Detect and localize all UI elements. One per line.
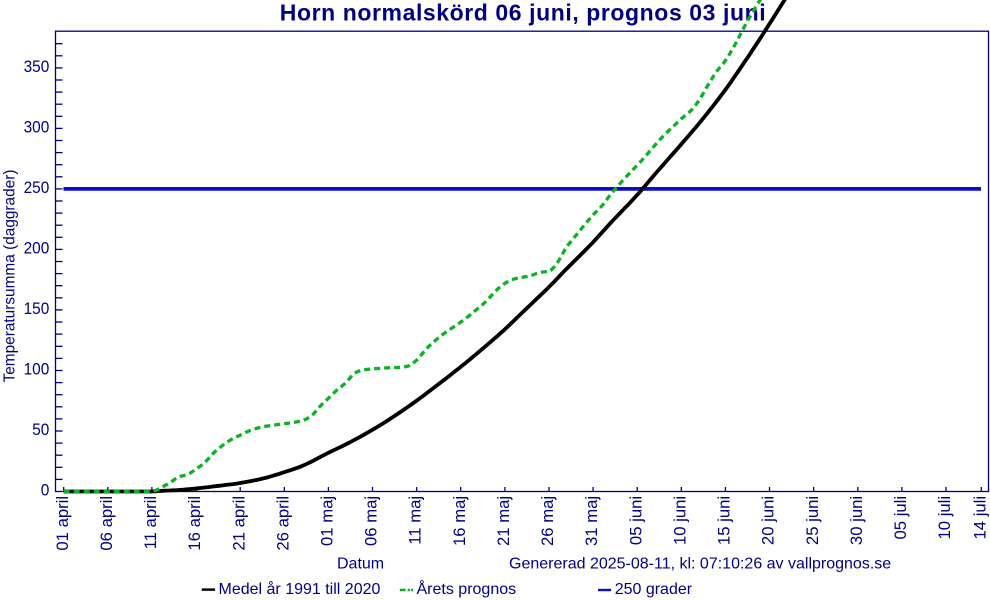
svg-text:15 juni: 15 juni: [715, 496, 734, 545]
svg-text:06 maj: 06 maj: [362, 496, 381, 546]
svg-text:05 juli: 05 juli: [891, 496, 910, 540]
svg-text:250 grader: 250 grader: [615, 581, 693, 598]
svg-text:Horn normalskörd 06 juni, prog: Horn normalskörd 06 juni, prognos 03 jun…: [280, 0, 766, 26]
svg-text:200: 200: [24, 239, 50, 257]
svg-text:14 juli: 14 juli: [970, 496, 989, 540]
svg-text:250: 250: [24, 179, 50, 197]
svg-text:26 april: 26 april: [273, 496, 292, 551]
svg-text:25 juni: 25 juni: [803, 496, 822, 545]
svg-text:300: 300: [24, 118, 50, 136]
svg-text:Temperatursumma (daggrader): Temperatursumma (daggrader): [2, 170, 19, 383]
svg-text:Årets prognos: Årets prognos: [417, 579, 517, 598]
svg-text:05 juni: 05 juni: [626, 496, 645, 545]
svg-text:31 maj: 31 maj: [582, 496, 601, 546]
svg-text:01 maj: 01 maj: [318, 496, 337, 546]
svg-text:10 juni: 10 juni: [670, 496, 689, 545]
svg-text:21 maj: 21 maj: [494, 496, 513, 546]
svg-text:100: 100: [24, 360, 50, 378]
svg-text:20 juni: 20 juni: [759, 496, 778, 545]
svg-text:Datum: Datum: [337, 556, 384, 573]
svg-text:06 april: 06 april: [97, 496, 116, 551]
svg-text:26 maj: 26 maj: [538, 496, 557, 546]
svg-text:11 april: 11 april: [141, 496, 160, 550]
svg-text:30 juni: 30 juni: [847, 496, 866, 545]
svg-text:0: 0: [41, 481, 50, 499]
svg-text:150: 150: [24, 300, 50, 318]
svg-text:50: 50: [32, 421, 49, 439]
svg-text:Genererad 2025-08-11, kl: 07:1: Genererad 2025-08-11, kl: 07:10:26 av va…: [509, 556, 891, 573]
svg-text:10 juli: 10 juli: [935, 496, 954, 540]
svg-text:350: 350: [24, 58, 50, 76]
svg-text:11 maj: 11 maj: [406, 496, 425, 545]
svg-text:16 maj: 16 maj: [450, 496, 469, 546]
svg-text:Medel år 1991 till 2020: Medel år 1991 till 2020: [219, 580, 381, 598]
svg-text:21 april: 21 april: [229, 496, 248, 551]
svg-text:01 april: 01 april: [53, 496, 72, 551]
svg-text:16 april: 16 april: [185, 496, 204, 551]
